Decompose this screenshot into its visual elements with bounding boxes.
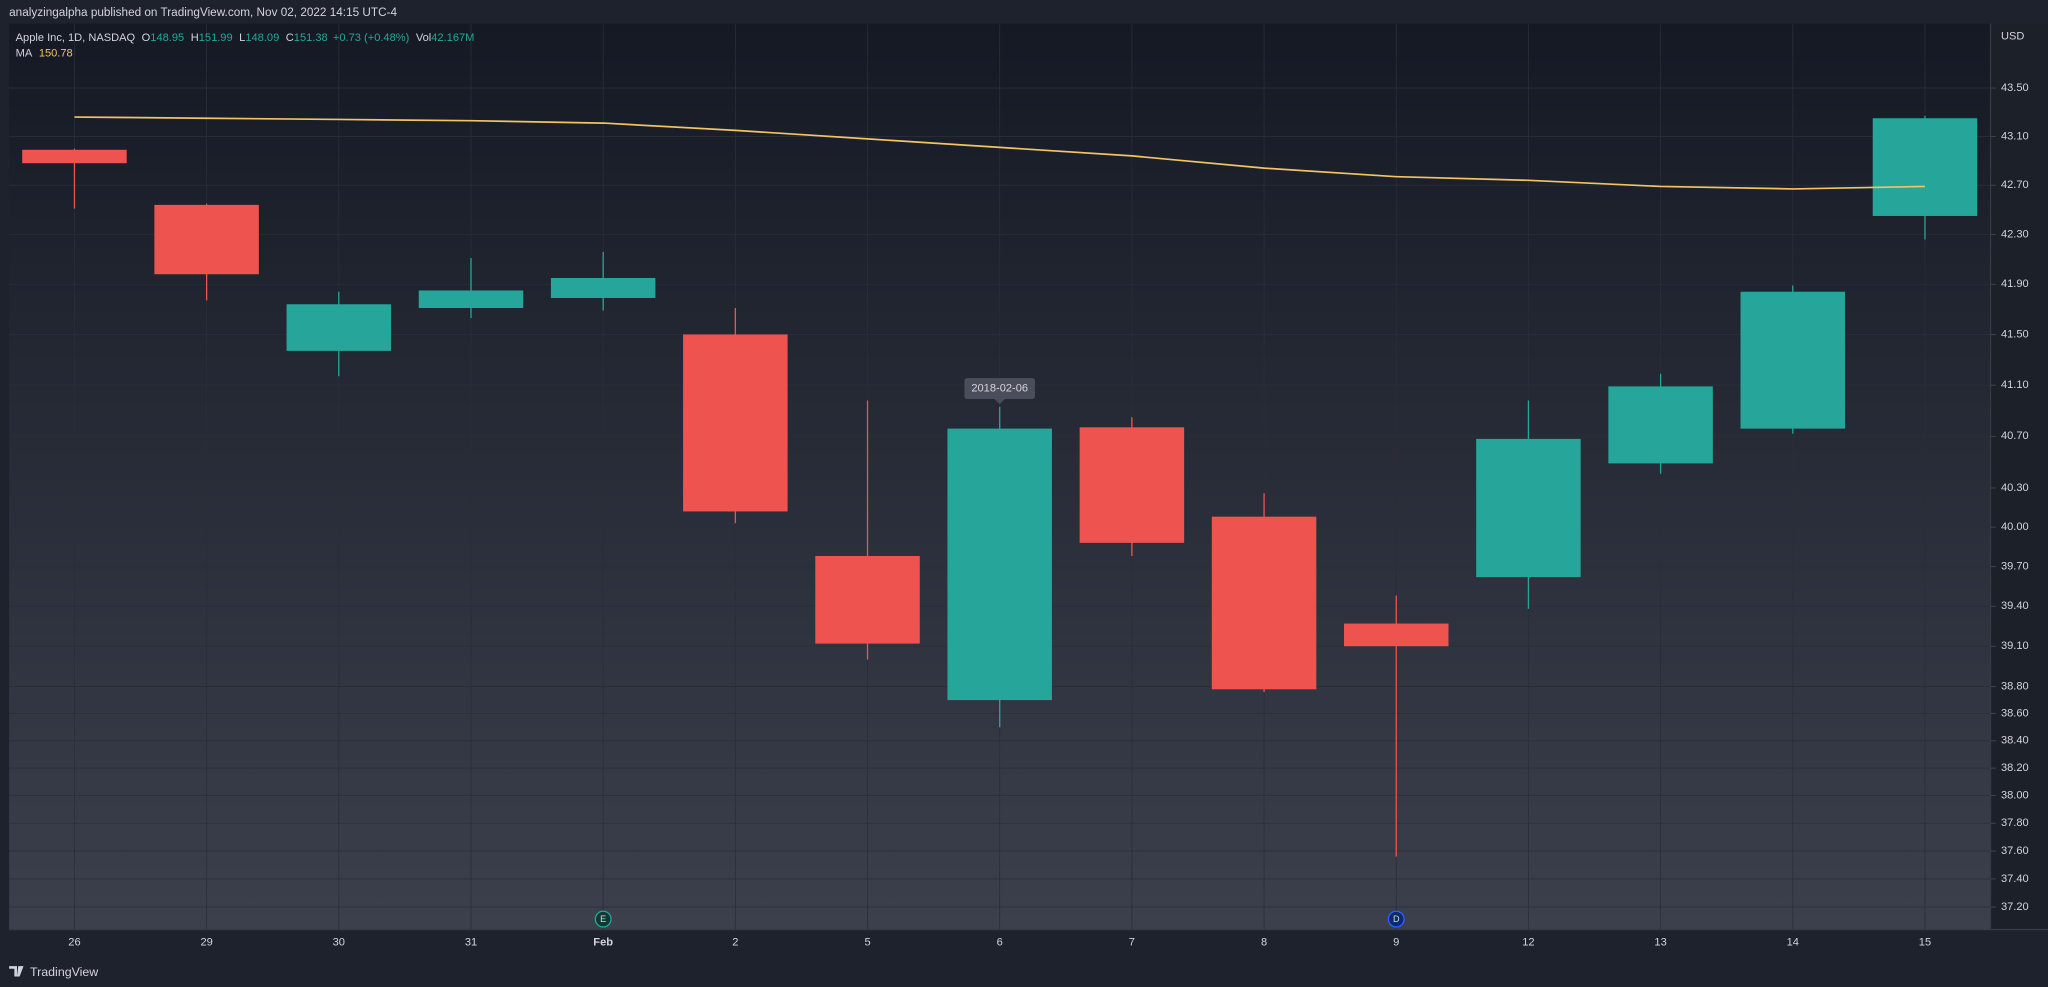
legend-item: H (191, 32, 199, 44)
x-tick-label: 12 (1522, 937, 1534, 949)
y-tick-label: 40.70 (2001, 430, 2029, 442)
candle-body (1608, 386, 1713, 464)
candle-body (1344, 623, 1449, 647)
legend-item: Apple Inc, 1D, NASDAQ (16, 32, 136, 44)
brand: TradingView (30, 965, 98, 979)
legend-item: L (239, 32, 245, 44)
ma-legend: MA 150.78 (16, 47, 73, 59)
y-tick-label: 41.50 (2001, 328, 2029, 340)
x-tick-label: Feb (593, 937, 613, 949)
event-label: D (1393, 914, 1400, 924)
ma-line (74, 116, 1925, 190)
x-tick-label: 2 (732, 937, 738, 949)
y-tick-label: 37.40 (2001, 873, 2029, 885)
legend-item: C (286, 32, 294, 44)
price-axis (1990, 23, 2048, 930)
candle-body (286, 304, 392, 351)
candle-body (418, 290, 524, 309)
x-tick-label: 26 (68, 937, 80, 949)
candle-body (550, 277, 656, 298)
event-label: E (600, 914, 606, 924)
y-tick-label: 43.50 (2001, 82, 2029, 94)
candle-body (22, 149, 127, 164)
y-tick-label: 40.30 (2001, 482, 2029, 494)
footer: TradingView (9, 965, 98, 979)
event-marker (594, 910, 612, 928)
marks (22, 115, 1978, 928)
y-tick-label: 37.80 (2001, 817, 2029, 829)
brand-logo (9, 966, 24, 977)
event-marker (1387, 910, 1405, 928)
legend-item: O (142, 32, 151, 44)
x-tick-label: 15 (1919, 937, 1931, 949)
legend-item: 148.95 (150, 32, 184, 44)
y-tick-label: 39.10 (2001, 640, 2029, 652)
legend: Apple Inc, 1D, NASDAQ O148.95 H151.99 L148.… (16, 32, 475, 44)
y-tick-label: 38.60 (2001, 708, 2029, 720)
x-tick-label: 31 (465, 937, 477, 949)
x-tick-label: 5 (864, 937, 870, 949)
tooltip-text: 2018-02-06 (971, 382, 1028, 394)
y-tick-label: 42.30 (2001, 228, 2029, 240)
candle-body (1079, 427, 1185, 543)
x-tick-label: 9 (1393, 937, 1399, 949)
x-tick-label: 13 (1654, 937, 1666, 949)
y-tick-label: 38.20 (2001, 762, 2029, 774)
y-tick-label: 38.80 (2001, 680, 2029, 692)
y-tick-label: 39.40 (2001, 600, 2029, 612)
legend-item: 42.167M (431, 32, 474, 44)
y-tick-label: 37.60 (2001, 845, 2029, 857)
y-tick-label: 38.00 (2001, 790, 2029, 802)
currency: USD (2001, 30, 2024, 42)
x-tick-label: 14 (1787, 937, 1799, 949)
y-tick-label: 37.20 (2001, 901, 2029, 913)
x-tick-label: 6 (997, 937, 1003, 949)
tooltip-arrow (994, 399, 1005, 405)
legend-item: 148.09 (245, 32, 279, 44)
x-tick-label: 29 (200, 937, 212, 949)
x-tick-label: 8 (1261, 937, 1267, 949)
legend-item: Vol (416, 32, 431, 44)
tooltip-box (964, 378, 1035, 400)
x-tick-label: 7 (1129, 937, 1135, 949)
y-tick-label: 42.70 (2001, 179, 2029, 191)
publisher: analyzingalpha published on TradingView.… (9, 6, 397, 19)
y-tick-label: 40.00 (2001, 521, 2029, 533)
legend-item: 151.99 (199, 32, 233, 44)
y-tick-label: 38.40 (2001, 735, 2029, 747)
legend-item: 150.78 (39, 47, 73, 59)
candle-body (154, 204, 259, 275)
legend-item: 151.38 (294, 32, 328, 44)
candle-body (1740, 291, 1846, 429)
x-tick-label: 30 (333, 937, 345, 949)
legend-item: +0.73 (+0.48%) (333, 32, 409, 44)
candle-body (947, 428, 1052, 701)
y-tick-label: 41.10 (2001, 379, 2029, 391)
candle-body (1476, 438, 1581, 578)
y-tick-label: 39.70 (2001, 560, 2029, 572)
candle-body (815, 556, 920, 644)
candle-body (1872, 118, 1978, 216)
candle-body (1211, 516, 1317, 690)
legend-item: MA (16, 47, 33, 59)
y-tick-label: 41.90 (2001, 278, 2029, 290)
candle-body (683, 334, 788, 512)
y-tick-label: 43.10 (2001, 130, 2029, 142)
